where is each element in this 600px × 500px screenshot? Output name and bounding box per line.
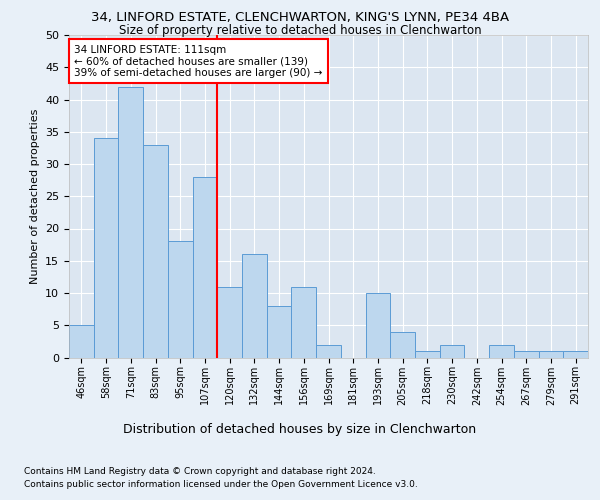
Bar [168, 242, 193, 358]
Bar [69, 325, 94, 358]
Bar [267, 306, 292, 358]
Bar [193, 177, 217, 358]
Bar [365, 293, 390, 358]
Bar [217, 286, 242, 358]
Bar [242, 254, 267, 358]
Bar [94, 138, 118, 358]
Y-axis label: Number of detached properties: Number of detached properties [29, 108, 40, 284]
Bar [514, 351, 539, 358]
Bar [390, 332, 415, 357]
Bar [143, 144, 168, 358]
Bar [292, 286, 316, 358]
Text: Contains HM Land Registry data © Crown copyright and database right 2024.: Contains HM Land Registry data © Crown c… [24, 468, 376, 476]
Text: Distribution of detached houses by size in Clenchwarton: Distribution of detached houses by size … [124, 422, 476, 436]
Bar [415, 351, 440, 358]
Text: Size of property relative to detached houses in Clenchwarton: Size of property relative to detached ho… [119, 24, 481, 37]
Text: 34 LINFORD ESTATE: 111sqm
← 60% of detached houses are smaller (139)
39% of semi: 34 LINFORD ESTATE: 111sqm ← 60% of detac… [74, 44, 323, 78]
Bar [489, 344, 514, 358]
Bar [118, 86, 143, 358]
Bar [440, 344, 464, 358]
Text: 34, LINFORD ESTATE, CLENCHWARTON, KING'S LYNN, PE34 4BA: 34, LINFORD ESTATE, CLENCHWARTON, KING'S… [91, 11, 509, 24]
Bar [539, 351, 563, 358]
Text: Contains public sector information licensed under the Open Government Licence v3: Contains public sector information licen… [24, 480, 418, 489]
Bar [563, 351, 588, 358]
Bar [316, 344, 341, 358]
